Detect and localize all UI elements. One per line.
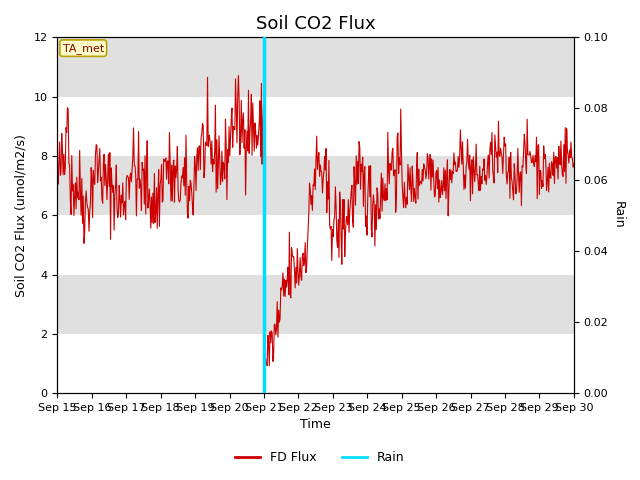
Bar — [58, 215, 574, 275]
Bar — [58, 334, 574, 393]
Bar — [58, 156, 574, 215]
Bar — [58, 275, 574, 334]
Title: Soil CO2 Flux: Soil CO2 Flux — [256, 15, 376, 33]
Bar — [58, 37, 574, 96]
X-axis label: Time: Time — [300, 419, 331, 432]
Text: TA_met: TA_met — [63, 43, 104, 54]
Y-axis label: Rain: Rain — [612, 202, 625, 229]
Bar — [58, 96, 574, 156]
Y-axis label: Soil CO2 Flux (umol/m2/s): Soil CO2 Flux (umol/m2/s) — [15, 134, 28, 297]
Legend: FD Flux, Rain: FD Flux, Rain — [230, 446, 410, 469]
